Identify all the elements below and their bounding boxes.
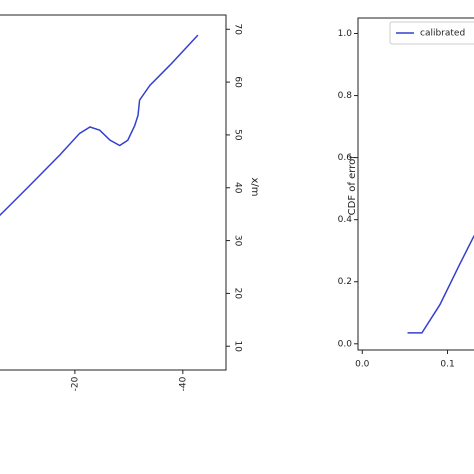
x-tick-label: -40 (178, 376, 188, 391)
plot-area: calibrated (389, 21, 474, 334)
plot-frame (357, 17, 474, 351)
legend-label: calibrated (420, 29, 465, 39)
y-tick-label: 60 (233, 76, 243, 88)
line (407, 234, 474, 334)
y-tick-label: 1.0 (338, 29, 353, 39)
y-tick-label: 30 (233, 235, 243, 247)
x-tick-label: -20 (70, 376, 80, 391)
y-tick-label: 0.0 (338, 339, 353, 349)
y-tick-label: 10 (233, 341, 243, 353)
x-tick-label: 0.1 (440, 360, 454, 370)
y-tick-label: 0.8 (338, 91, 353, 101)
legend-box (389, 21, 474, 45)
y-axis-label: CDF of error (347, 154, 358, 216)
y-tick-label: 50 (233, 129, 243, 141)
line (0, 34, 199, 217)
y-tick-label: 0.6 (338, 153, 353, 163)
y-tick-label: 0.2 (338, 277, 352, 287)
y-tick-label: 40 (233, 182, 243, 194)
y-tick-label: 20 (233, 288, 243, 300)
plot-area (0, 34, 199, 217)
y-axis-label: x/m (249, 177, 260, 196)
plot-frame (0, 14, 227, 371)
x-tick-label: 0.0 (355, 360, 370, 370)
y-tick-label: 70 (233, 24, 243, 36)
y-tick-label: 0.4 (338, 215, 353, 225)
